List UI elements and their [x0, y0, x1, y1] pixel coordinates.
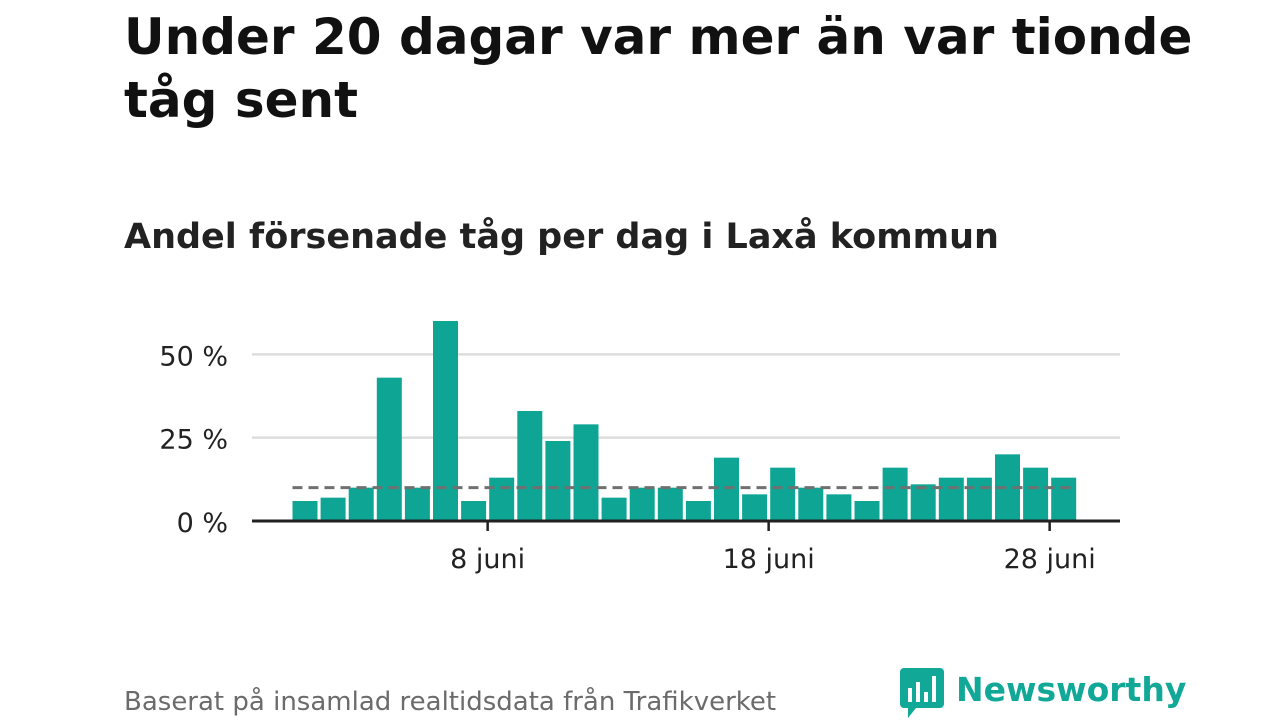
bar: [433, 321, 458, 521]
axis-layer: 0 % 25 % 50 % 8 juni 18 juni 28 juni: [159, 341, 1120, 575]
bar: [348, 487, 374, 521]
bar: [854, 501, 880, 521]
bar: [938, 477, 964, 521]
bar: [882, 467, 908, 521]
bar: [798, 487, 824, 521]
bar: [545, 441, 571, 521]
x-tick-label: 8 juni: [450, 544, 525, 575]
bar: [714, 457, 739, 521]
newsworthy-logo-icon: [900, 668, 944, 718]
bar: [461, 501, 487, 521]
bar: [826, 494, 852, 521]
bar: [685, 501, 711, 521]
bar-chart: 0 % 25 % 50 % 8 juni 18 juni 28 juni: [159, 321, 1120, 575]
bar: [657, 487, 683, 521]
y-tick-label: 0 %: [177, 508, 228, 539]
bar: [910, 484, 936, 521]
bar: [404, 487, 430, 521]
bars-layer: [292, 321, 1077, 521]
bar: [1051, 477, 1077, 521]
y-tick-label: 25 %: [159, 425, 228, 456]
bar: [742, 494, 768, 521]
bar: [320, 497, 346, 521]
chart-subtitle: Andel försenade tåg per dag i Laxå kommu…: [124, 217, 999, 257]
bar: [601, 497, 627, 521]
bar: [517, 411, 543, 521]
page-title: Under 20 dagar var mer än var tionde tåg…: [124, 8, 1193, 129]
bar: [629, 487, 655, 521]
bar: [770, 467, 796, 521]
source-note: Baserat på insamlad realtidsdata från Tr…: [124, 687, 777, 717]
brand-name: Newsworthy: [956, 670, 1187, 709]
bar: [573, 424, 599, 521]
bar: [1023, 467, 1049, 521]
bar: [292, 501, 318, 521]
y-tick-label: 50 %: [159, 341, 228, 372]
bar: [489, 477, 515, 521]
newsworthy-logo[interactable]: Newsworthy: [900, 668, 1186, 720]
bar: [966, 477, 992, 521]
bar: [376, 377, 402, 521]
x-tick-label: 18 juni: [723, 544, 815, 575]
x-tick-label: 28 juni: [1004, 544, 1096, 575]
